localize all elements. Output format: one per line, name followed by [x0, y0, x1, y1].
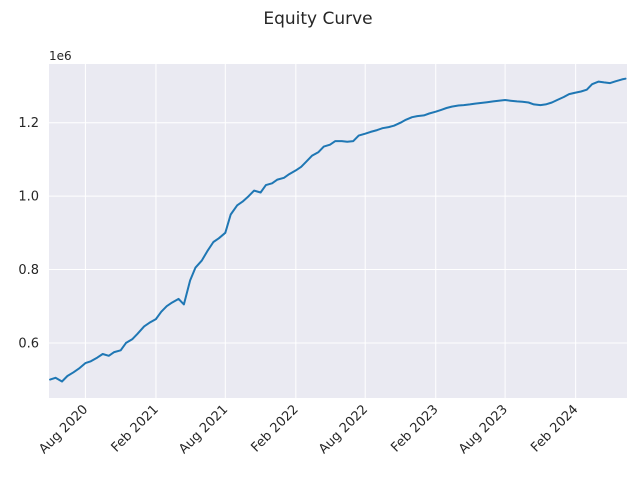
y-tick-label: 0.8 — [18, 263, 39, 278]
y-tick-label: 1.2 — [18, 116, 39, 131]
series-layer — [49, 77, 627, 383]
x-tick-label: Feb 2021 — [109, 402, 162, 455]
y-tick-labels: 0.6 0.8 1.0 1.2 — [18, 116, 39, 351]
x-tick-label: Aug 2020 — [36, 402, 91, 457]
y-tick-label: 1.0 — [18, 190, 39, 205]
y-tick-label: 0.6 — [18, 336, 39, 351]
plot-area — [49, 64, 627, 398]
equity-series-line — [49, 77, 627, 383]
x-tick-labels: Aug 2020 Feb 2021 Aug 2021 Feb 2022 Aug 2022… — [36, 402, 581, 457]
y-scale-multiplier: 1e6 — [49, 49, 72, 63]
x-tick-label: Aug 2022 — [316, 402, 371, 457]
x-tick-label: Aug 2021 — [176, 402, 231, 457]
x-tick-label: Feb 2023 — [388, 402, 441, 455]
x-tick-label: Feb 2022 — [248, 402, 301, 455]
chart-title: Equity Curve — [263, 9, 372, 29]
grid-lines — [49, 64, 627, 398]
x-tick-label: Feb 2024 — [528, 402, 581, 455]
x-tick-label: Aug 2023 — [456, 402, 511, 457]
